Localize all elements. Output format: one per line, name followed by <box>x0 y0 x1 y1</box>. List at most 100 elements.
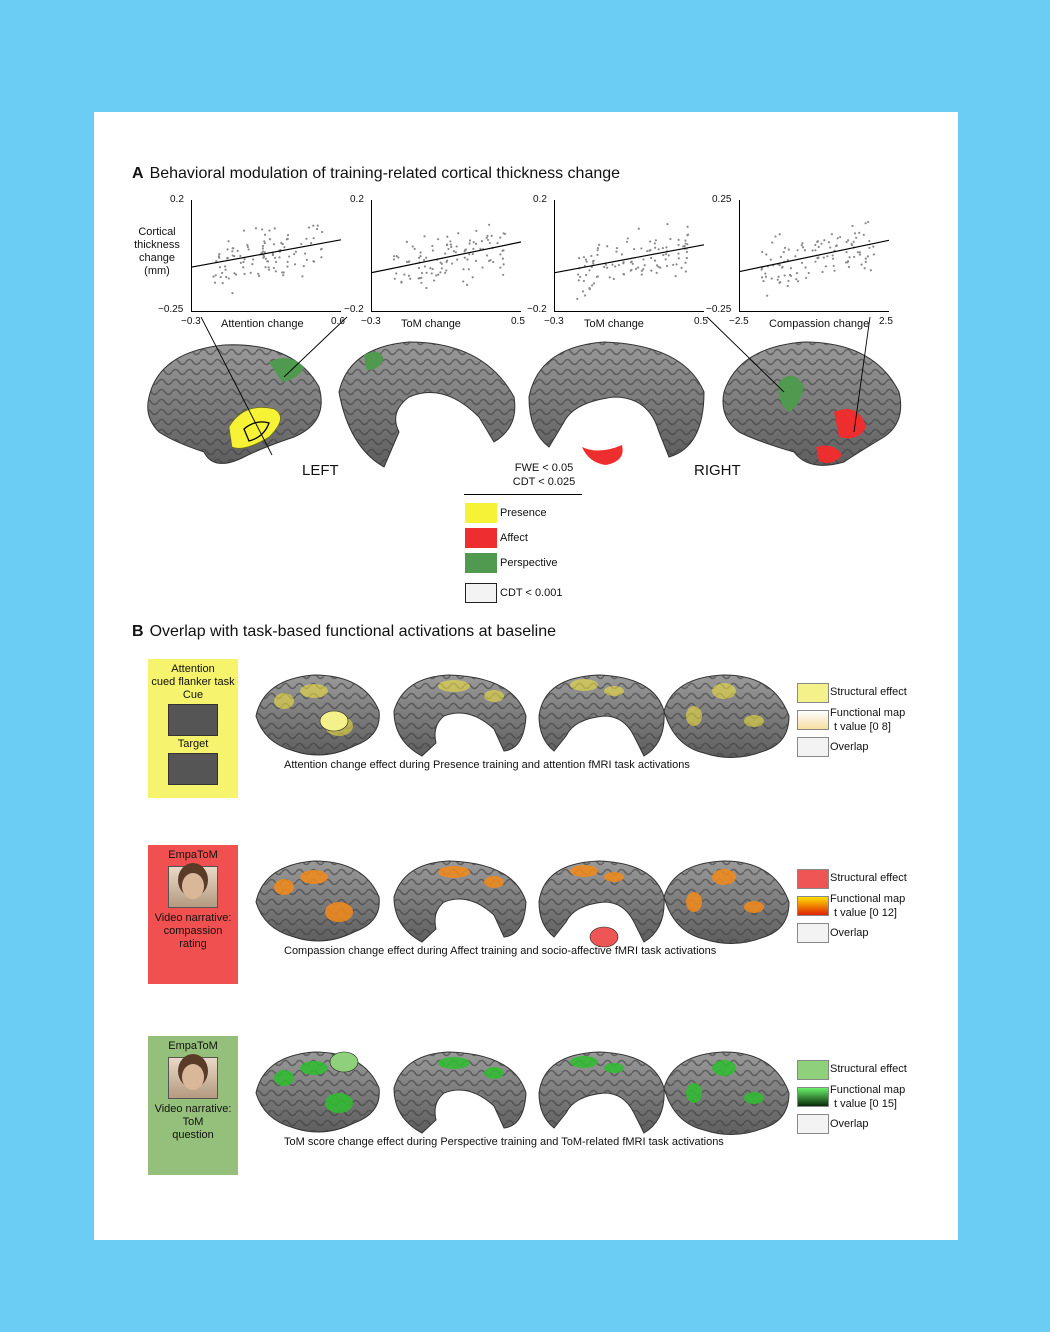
x-axis-label: ToM change <box>401 318 461 330</box>
data-point <box>286 234 290 237</box>
data-point <box>423 265 427 268</box>
data-point <box>262 256 265 259</box>
data-point <box>614 265 617 268</box>
legend-label: Functional map <box>830 707 906 719</box>
data-point <box>437 238 440 241</box>
data-point <box>305 237 308 240</box>
data-point <box>474 259 478 262</box>
data-point <box>872 253 875 256</box>
data-point <box>444 252 447 255</box>
legend-swatch-overlap <box>797 737 829 757</box>
x-tick-right: 2.5 <box>879 316 893 327</box>
data-point <box>858 231 861 234</box>
data-point <box>479 247 482 250</box>
legend-label: Structural effect <box>830 1063 907 1075</box>
data-point <box>856 251 860 254</box>
task-box-2: EmpaToM Video narrative: compassion rating <box>148 845 238 984</box>
activation-blob <box>325 1093 353 1113</box>
data-point <box>606 245 609 248</box>
data-point <box>263 251 266 254</box>
data-point <box>487 259 491 263</box>
data-point <box>643 264 646 267</box>
data-point <box>617 263 621 267</box>
data-point <box>321 230 324 234</box>
scatter-plot-3 <box>553 200 705 312</box>
data-point <box>588 287 591 290</box>
activation-blob <box>438 866 470 878</box>
data-point <box>596 253 599 256</box>
data-point <box>485 236 488 239</box>
data-point <box>246 245 249 249</box>
data-point <box>422 258 426 262</box>
data-point <box>637 227 640 230</box>
data-point <box>472 241 475 244</box>
data-point <box>231 292 234 295</box>
data-point <box>225 275 228 279</box>
data-point <box>462 268 465 271</box>
data-point <box>251 263 254 266</box>
data-point <box>268 229 271 232</box>
data-point <box>851 224 854 228</box>
panel-b-brains-1 <box>255 674 790 758</box>
data-point <box>783 274 786 277</box>
data-point <box>405 240 409 243</box>
data-point <box>283 246 286 249</box>
data-point <box>606 266 609 269</box>
legend-label: Overlap <box>830 927 869 939</box>
data-point <box>795 272 799 275</box>
data-point <box>868 239 871 243</box>
data-point <box>273 256 277 259</box>
data-point <box>286 260 289 263</box>
row-caption-2: Compassion change effect during Affect t… <box>284 945 717 957</box>
data-point <box>665 264 669 268</box>
data-point <box>664 258 667 261</box>
data-point <box>640 247 643 250</box>
y-tick-top: 0.25 <box>712 194 732 205</box>
data-point <box>242 260 245 264</box>
data-point <box>776 278 779 281</box>
data-point <box>796 249 799 252</box>
data-point <box>640 273 643 276</box>
data-point <box>445 269 448 272</box>
task-text: cued flanker task <box>151 676 235 688</box>
data-point <box>642 258 645 261</box>
task-text: compassion <box>163 925 223 937</box>
data-point <box>302 265 305 268</box>
data-point <box>432 279 436 282</box>
data-point <box>777 275 780 278</box>
task-text: EmpaToM <box>168 1040 218 1052</box>
data-point <box>420 281 423 284</box>
data-point <box>400 280 403 283</box>
data-point <box>615 246 619 250</box>
data-point <box>796 280 800 283</box>
data-point <box>608 276 611 279</box>
data-point <box>615 250 618 253</box>
data-point <box>271 253 275 257</box>
data-point <box>419 251 422 254</box>
data-point <box>468 253 471 256</box>
activation-blob <box>712 869 736 885</box>
data-point <box>446 243 449 246</box>
data-point <box>649 248 652 252</box>
data-point <box>405 260 409 264</box>
data-point <box>440 262 443 265</box>
data-point <box>811 249 814 252</box>
data-point <box>805 276 808 280</box>
data-point <box>845 261 848 264</box>
data-point <box>393 277 396 280</box>
data-point <box>488 241 491 245</box>
data-point <box>858 251 861 254</box>
data-point <box>852 240 855 243</box>
data-point <box>251 258 255 261</box>
data-point <box>392 255 396 258</box>
data-point <box>650 256 653 260</box>
data-point <box>282 274 285 277</box>
data-point <box>789 274 793 278</box>
data-point <box>864 260 867 263</box>
data-point <box>403 273 406 276</box>
legend-label: Structural effect <box>830 872 907 884</box>
data-point <box>272 243 276 246</box>
x-tick-right: 0.5 <box>694 316 708 327</box>
scatter-plot-1 <box>190 200 342 312</box>
data-point <box>312 260 315 263</box>
